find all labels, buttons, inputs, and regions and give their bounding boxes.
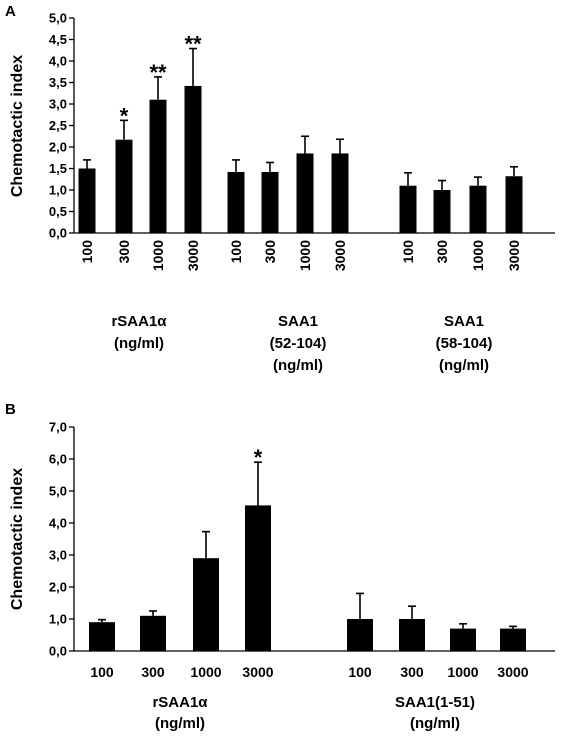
panel-a-x-tick-label: 300 <box>116 240 132 264</box>
panel-b-group-label: SAA1(1-51) <box>395 694 475 711</box>
panel-a-x-tick-label: 1000 <box>150 240 166 271</box>
panel-b-group-label: (ng/ml) <box>155 715 205 732</box>
panel-a-y-tick-label: 3,5 <box>49 75 67 90</box>
panel-b-x-tick-label: 300 <box>400 664 424 680</box>
panel-a-bar-3-100 <box>399 185 417 233</box>
panel-a-x-tick-label: 100 <box>228 240 244 264</box>
panel-a-bar-1-3000 <box>184 85 202 233</box>
panel-a-group-label: rSAA1α <box>111 313 167 330</box>
panel-a-bar-2-100 <box>227 171 245 233</box>
panel-a-group-label: (ng/ml) <box>439 357 489 374</box>
panel-b-x-tick-label: 300 <box>141 664 165 680</box>
panel-a-y-tick-label: 4,0 <box>49 54 67 69</box>
panel-a-y-axis-label: Chemotactic index <box>9 55 26 197</box>
panel-b-y-tick-label: 2,0 <box>49 580 67 595</box>
panel-b-x-tick-label: 100 <box>348 664 372 680</box>
panel-a-group-label: (ng/ml) <box>273 357 323 374</box>
panel-a-y-tick-label: 2,0 <box>49 140 67 155</box>
panel-b-x-tick-label: 3000 <box>497 664 528 680</box>
panel-b-bar-1-1000 <box>193 558 219 651</box>
panel-a-bar-3-300 <box>433 190 451 233</box>
panel-a-bar-2-3000 <box>331 153 349 233</box>
panel-b-bar-1-3000 <box>245 505 271 651</box>
panel-b-y-tick-label: 4,0 <box>49 516 67 531</box>
panel-a-bar-1-100 <box>78 168 96 233</box>
panel-b-bar-1-100 <box>89 622 115 651</box>
panel-a-bar-3-1000 <box>469 185 487 233</box>
panel-a-x-tick-label: 1000 <box>297 240 313 271</box>
panel-b-letter: B <box>5 401 16 418</box>
panel-b-group-label: (ng/ml) <box>410 715 460 732</box>
panel-b-bar-2-300 <box>399 619 425 651</box>
panel-a-group-label: SAA1 <box>278 313 318 330</box>
panel-a-y-tick-label: 0,5 <box>49 204 67 219</box>
panel-a-group-label: SAA1 <box>444 313 484 330</box>
panel-a-y-tick-label: 4,5 <box>49 32 67 47</box>
panel-a-y-tick-label: 3,0 <box>49 97 67 112</box>
panel-a-group-label: (52-104) <box>270 335 327 352</box>
panel-b-x-tick-label: 3000 <box>242 664 273 680</box>
panel-b-y-axis-label: Chemotactic index <box>9 468 26 610</box>
panel-a-x-tick-label: 3000 <box>506 240 522 271</box>
panel-b-bar-2-100 <box>347 619 373 651</box>
chart-panel-b: B Chemotactic index 0,0 1,0 2,0 3,0 4,0 5,0 6,0 7… <box>5 401 555 732</box>
panel-b-significance-marker: * <box>254 445 263 470</box>
panel-a-significance-marker: ** <box>149 60 167 85</box>
panel-b-y-tick-label: 6,0 <box>49 452 67 467</box>
panel-a-y-tick-label: 1,5 <box>49 161 67 176</box>
panel-a-y-tick-label: 0,0 <box>49 226 67 241</box>
panel-a-significance-marker: ** <box>184 32 202 57</box>
panel-b-y-tick-label: 1,0 <box>49 612 67 627</box>
panel-a-group-label: (ng/ml) <box>114 335 164 352</box>
panel-a-group-label: (58-104) <box>436 335 493 352</box>
panel-a-bar-2-1000 <box>296 153 314 233</box>
panel-a-x-tick-label: 100 <box>400 240 416 264</box>
panel-b-y-tick-label: 7,0 <box>49 420 67 435</box>
panel-b-y-tick-label: 5,0 <box>49 484 67 499</box>
panel-a-y-tick-label: 1,0 <box>49 183 67 198</box>
panel-a-y-tick-label: 2,5 <box>49 118 67 133</box>
panel-a-y-tick-label: 5,0 <box>49 11 67 26</box>
panel-a-x-tick-label: 3000 <box>185 240 201 271</box>
panel-a-bar-3-3000 <box>505 176 523 233</box>
panel-a-x-tick-label: 300 <box>262 240 278 264</box>
panel-b-group-label: rSAA1α <box>152 694 208 711</box>
panel-b-x-tick-label: 1000 <box>447 664 478 680</box>
panel-b-bar-1-300 <box>140 615 166 651</box>
panel-a-x-tick-label: 3000 <box>332 240 348 271</box>
panel-a-significance-marker: * <box>120 103 129 128</box>
panel-a-x-tick-label: 100 <box>79 240 95 264</box>
panel-b-y-tick-label: 3,0 <box>49 548 67 563</box>
panel-b-x-tick-label: 1000 <box>190 664 221 680</box>
panel-a-letter: A <box>5 3 16 20</box>
panel-a-x-tick-label: 300 <box>434 240 450 264</box>
panel-b-y-tick-label: 0,0 <box>49 644 67 659</box>
panel-a-bar-2-300 <box>261 171 279 233</box>
panel-b-x-tick-label: 100 <box>90 664 114 680</box>
panel-a-bar-1-1000 <box>149 99 167 233</box>
panel-b-bar-2-3000 <box>500 628 526 651</box>
panel-b-bar-2-1000 <box>450 628 476 651</box>
panel-a-x-tick-label: 1000 <box>470 240 486 271</box>
panel-a-bar-1-300 <box>115 139 133 233</box>
chart-panel-a: A Chemotactic index 0,0 0,5 1,0 1,5 2,0 2,5 3,0 3… <box>5 3 555 374</box>
